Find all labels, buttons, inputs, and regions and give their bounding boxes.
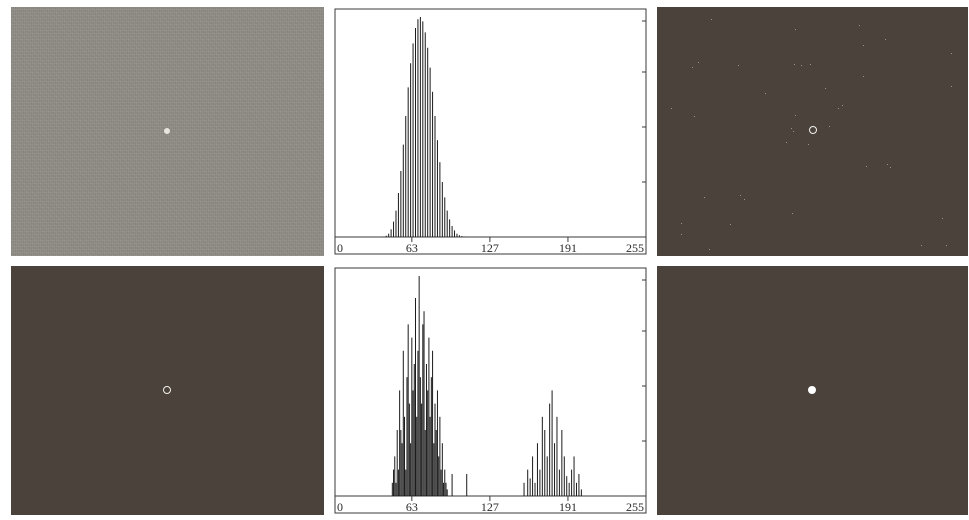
noise-speck — [951, 53, 952, 54]
noise-speck — [866, 166, 867, 167]
noise-speck — [885, 39, 886, 40]
noise-speck — [791, 128, 792, 129]
noise-speck — [859, 25, 860, 26]
noise-speck — [698, 62, 699, 63]
noise-speck — [795, 115, 796, 116]
noise-speck — [711, 19, 712, 20]
segmented-spot — [808, 386, 816, 394]
noise-speck — [942, 218, 943, 219]
noise-speck — [808, 144, 809, 145]
noise-speck — [786, 142, 787, 143]
noise-speck — [842, 105, 843, 106]
noise-speck — [738, 65, 739, 66]
x-tick-label: 255 — [626, 500, 644, 514]
noise-speck — [694, 116, 695, 117]
noise-speck — [946, 245, 947, 246]
plot-frame — [334, 267, 647, 514]
ring-spot — [809, 126, 817, 134]
noise-speck — [709, 249, 710, 250]
noise-speck — [744, 199, 745, 200]
histogram-top-panel: 0 63 127 191 255 — [333, 7, 648, 256]
noise-speck — [890, 167, 891, 168]
noisy-image-panel — [11, 7, 324, 256]
noise-speck — [730, 224, 731, 225]
noise-speck — [692, 67, 693, 68]
noise-speck — [887, 164, 888, 165]
x-tick-label: 0 — [337, 500, 343, 514]
plot-frame — [334, 8, 647, 255]
segmented-image-panel — [657, 266, 968, 515]
x-tick-label: 255 — [626, 241, 644, 255]
histogram-bottom-panel: 0 63 127 191 255 — [333, 266, 648, 515]
noise-speck — [829, 126, 830, 127]
noise-speck — [863, 45, 864, 46]
ring-spot — [163, 386, 171, 394]
histogram-bottom: 0 63 127 191 255 — [334, 267, 647, 514]
noise-speck — [792, 213, 793, 214]
x-tick-label: 127 — [481, 500, 499, 514]
ring-image-panel — [11, 266, 324, 515]
x-tick-label: 63 — [406, 500, 418, 514]
noise-speck — [810, 64, 811, 65]
noise-speck — [801, 65, 802, 66]
noise-speck — [740, 195, 741, 196]
noise-speck — [765, 93, 766, 94]
bright-spot — [164, 128, 170, 134]
noise-speck — [704, 197, 705, 198]
noise-speck — [681, 234, 682, 235]
noise-speck — [793, 131, 794, 132]
x-tick-label: 63 — [406, 241, 418, 255]
noise-speck — [671, 108, 672, 109]
x-tick-label: 191 — [559, 500, 577, 514]
edge-image-panel — [657, 7, 968, 256]
noise-speck — [825, 88, 826, 89]
noise-speck — [838, 108, 839, 109]
noise-speck — [794, 64, 795, 65]
x-tick-label: 191 — [559, 241, 577, 255]
noise-speck — [795, 29, 796, 30]
noise-speck — [951, 86, 952, 87]
noise-speck — [863, 76, 864, 77]
histogram-top: 0 63 127 191 255 — [334, 8, 647, 255]
x-tick-label: 127 — [481, 241, 499, 255]
x-tick-label: 0 — [337, 241, 343, 255]
noise-speck — [921, 245, 922, 246]
noise-speck — [681, 223, 682, 224]
